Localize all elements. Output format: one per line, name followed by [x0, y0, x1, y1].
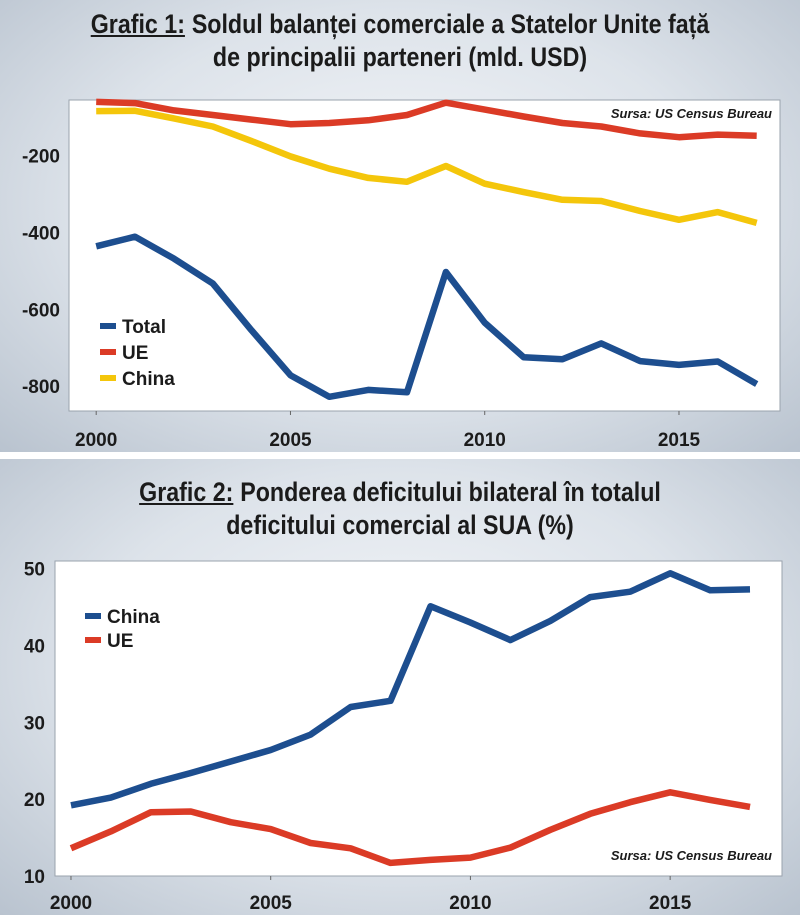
chart-1-x-tick-label: 2015 — [658, 430, 701, 451]
chart-2-y-tick-label: 50 — [24, 560, 45, 581]
chart-1-y-tick-label: -800 — [22, 377, 60, 398]
chart-2-x-tick-label: 2000 — [50, 893, 92, 914]
chart-1-source-note: Sursa: US Census Bureau — [611, 106, 772, 121]
chart-1-x-tick-label: 2000 — [75, 430, 117, 451]
chart-2-x-tick-label: 2015 — [649, 893, 692, 914]
chart-1-y-tick-label: -400 — [22, 223, 60, 244]
chart-2-series-line-ue — [69, 789, 751, 867]
chart-1-series-line-total — [95, 233, 759, 401]
chart-2-y-tick-label: 40 — [24, 637, 45, 658]
chart-1-title-prefix: Grafic 1: — [90, 9, 185, 39]
chart-1-plot-area — [68, 99, 781, 412]
chart-1-title-line-1: Soldul balanței comerciale a Statelor Un… — [191, 9, 710, 39]
chart-1-series-line-china — [96, 107, 758, 227]
chart-1-series-line-ue — [96, 98, 757, 141]
chart-2-source-note: Sursa: US Census Bureau — [611, 848, 772, 863]
chart-2-svg: 2000 2005 2010 2015 10 20 30 40 50 China UE Sursa: … — [24, 560, 783, 914]
chart-2-title-line-2: deficitului comercial al SUA (%) — [226, 510, 574, 540]
chart-2-legend-label-china: China — [107, 607, 160, 628]
chart-2-legend-label-ue: UE — [107, 631, 133, 652]
chart-2-x-tick-label: 2005 — [250, 893, 293, 914]
chart-2-plot-area — [54, 560, 783, 877]
chart-2-x-tick-label: 2010 — [449, 893, 491, 914]
chart-2-title: Grafic 2: Ponderea deficitului bilateral … — [56, 476, 744, 542]
chart-panel-1: Grafic 1: Soldul balanței comerciale a St… — [0, 0, 800, 452]
chart-1-svg: 2000 2005 2010 2015 -200 -400 -600 -800 Total UE C… — [22, 98, 781, 451]
chart-2-y-tick-label: 30 — [24, 713, 45, 734]
chart-1-title-line-2: de principalii parteneri (mld. USD) — [212, 42, 588, 72]
chart-1-y-tick-label: -200 — [22, 147, 60, 168]
chart-1-legend-label-total: Total — [122, 317, 166, 338]
chart-1-legend-label-ue: UE — [122, 343, 148, 364]
chart-2-y-tick-label: 10 — [24, 867, 45, 888]
chart-panel-2: Grafic 2: Ponderea deficitului bilateral … — [0, 459, 800, 915]
chart-1-legend-label-china: China — [122, 369, 175, 390]
chart-1-y-tick-label: -600 — [22, 300, 60, 321]
chart-1-x-tick-label: 2005 — [269, 430, 312, 451]
chart-2-y-tick-label: 20 — [24, 790, 45, 811]
chart-2-title-prefix: Grafic 2: — [139, 477, 234, 507]
chart-1-x-tick-label: 2010 — [464, 430, 506, 451]
chart-1-title: Grafic 1: Soldul balanței comerciale a St… — [56, 8, 744, 74]
chart-2-series-line-china — [70, 570, 751, 809]
chart-2-title-line-1: Ponderea deficitului bilateral în totalu… — [240, 477, 661, 507]
